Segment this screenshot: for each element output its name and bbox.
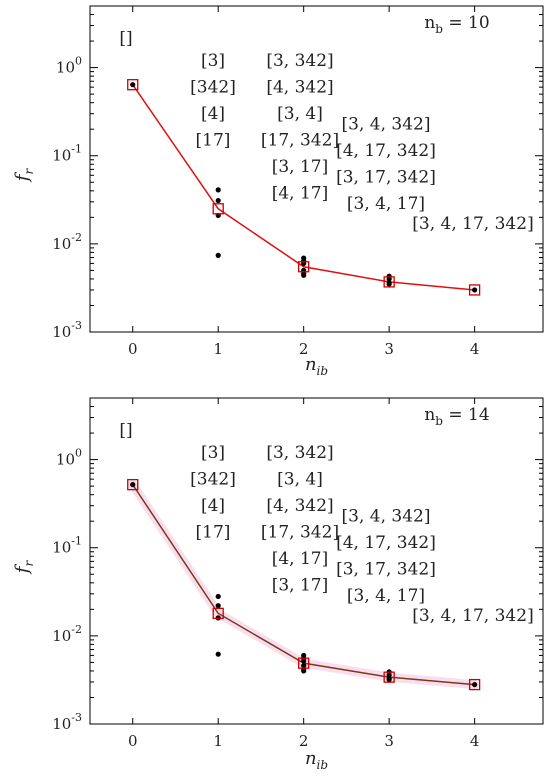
data-point [472, 681, 478, 688]
data-point [301, 668, 307, 674]
subset-label: [4, 17, 342] [336, 141, 436, 161]
subset-label: [3, 4] [277, 104, 323, 124]
subset-label: [3, 342] [266, 51, 333, 71]
y-tick-label: 10-2 [52, 231, 82, 253]
subset-label: [4] [201, 104, 225, 124]
subset-label: [3, 17, 342] [336, 168, 436, 188]
subset-label: [4, 17] [272, 184, 329, 204]
data-point [215, 593, 221, 600]
subset-label: [3, 17, 342] [336, 560, 436, 580]
subset-label: [4] [201, 496, 225, 516]
subset-label: [4, 17] [272, 549, 329, 569]
x-tick-label: 3 [384, 732, 394, 750]
y-tick-label: 100 [56, 447, 82, 469]
subset-label: [] [119, 28, 132, 48]
mean-marker [468, 284, 481, 296]
y-tick-label: 10-1 [52, 143, 82, 165]
mean-marker [383, 276, 395, 288]
subset-label: [3, 4, 17, 342] [412, 214, 533, 234]
data-point [130, 482, 136, 488]
mean-marker [468, 678, 481, 691]
nb-annotation: nb = 14 [424, 405, 489, 428]
y-axis-label: fr [12, 560, 36, 576]
x-tick-label: 0 [128, 732, 138, 750]
x-tick-label: 0 [128, 340, 138, 358]
y-tick-label: 10-1 [52, 535, 82, 557]
x-tick-label: 1 [213, 732, 223, 750]
subset-label: [3] [201, 51, 225, 71]
subset-label: [4, 342] [266, 496, 333, 516]
subset-label: [3, 4, 342] [342, 507, 431, 527]
mean-marker [383, 671, 395, 683]
subset-label: [3] [201, 443, 225, 463]
chart-panel-1: 0 1 2 3 4 10-3 10-2 10-1 100 nib fr nb = 10 [] [3] [34… [12, 5, 544, 378]
subset-label: [3, 4, 17] [347, 586, 425, 606]
y-tick-label: 10-2 [52, 623, 82, 645]
mean-marker [127, 79, 139, 91]
subset-label: [] [119, 420, 132, 440]
x-tick-label: 2 [299, 732, 309, 750]
subset-label: [4, 17, 342] [336, 533, 436, 553]
subset-label: [4, 342] [266, 78, 333, 98]
x-tick-label: 1 [213, 340, 223, 358]
subset-label: [17, 342] [261, 131, 339, 151]
subset-label: [3, 4] [277, 470, 323, 490]
x-axis-label: nib [305, 748, 328, 772]
data-point [215, 252, 221, 258]
mean-marker [298, 657, 310, 669]
mean-marker [212, 607, 224, 620]
subset-label: [17, 342] [261, 523, 339, 543]
mean-marker [127, 478, 139, 491]
x-axis-label: nib [305, 354, 328, 378]
x-tick-label: 2 [299, 340, 309, 358]
data-point [215, 651, 221, 657]
subset-label: [3, 342] [266, 443, 333, 463]
subset-label: [3, 4, 17] [347, 194, 425, 214]
subset-label: [3, 4, 342] [342, 115, 431, 135]
data-point [301, 658, 307, 664]
x-tick-label: 4 [470, 340, 480, 358]
data-point [215, 603, 221, 609]
x-tick-label: 4 [470, 732, 480, 750]
y-tick-label: 100 [56, 55, 82, 77]
x-tick-label: 3 [384, 340, 394, 358]
y-tick-label: 10-3 [52, 711, 82, 733]
subset-label: [17] [196, 523, 231, 543]
chart-panel-2: 0 1 2 3 4 10-3 10-2 10-1 100 nib fr nb = 14 [] [3] [34… [12, 397, 544, 772]
subset-label: [3, 17] [272, 576, 329, 596]
data-point [472, 287, 478, 293]
data-point [215, 187, 221, 193]
data-point [386, 281, 392, 287]
subset-label: [342] [190, 470, 236, 490]
subset-label: [3, 4, 17, 342] [412, 606, 533, 626]
series-line [132, 84, 475, 291]
data-point [301, 272, 307, 278]
nb-annotation: nb = 10 [424, 13, 489, 36]
mean-marker [212, 203, 224, 215]
data-point [386, 676, 392, 683]
data-point [215, 197, 221, 204]
subset-label: [342] [190, 78, 236, 98]
data-point [386, 276, 392, 282]
y-axis-label: fr [12, 168, 36, 184]
mean-marker [298, 261, 310, 273]
subset-label: [17] [196, 131, 231, 151]
subset-label: [3, 17] [272, 157, 329, 177]
data-point [130, 82, 136, 88]
y-tick-label: 10-3 [52, 319, 82, 341]
